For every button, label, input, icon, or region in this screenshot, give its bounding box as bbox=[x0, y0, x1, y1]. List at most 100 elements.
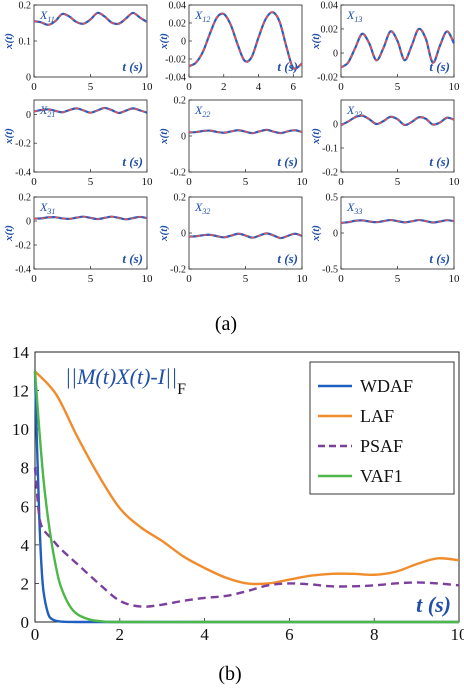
x-tick-label: 0 bbox=[31, 81, 37, 93]
x-tick-label: 5 bbox=[88, 176, 94, 188]
x-tick-label: 5 bbox=[243, 273, 249, 285]
x-tick-label: 2 bbox=[116, 625, 125, 644]
x-tick-label: 5 bbox=[243, 176, 249, 188]
x-tick-label: 0 bbox=[338, 273, 344, 285]
y-tick-label: 4 bbox=[21, 536, 30, 555]
y-tick-label: 0 bbox=[333, 49, 338, 60]
y-axis-label: x(t) bbox=[310, 128, 322, 145]
x-tick-label: 4 bbox=[200, 625, 209, 644]
y-tick-label: 0 bbox=[181, 132, 186, 143]
x-axis-label: t (s) bbox=[277, 59, 298, 74]
x-tick-label: 0 bbox=[31, 625, 40, 644]
y-axis-label: x(t) bbox=[158, 128, 170, 145]
x-tick-label: 5 bbox=[88, 81, 94, 93]
y-tick-label: 0.2 bbox=[174, 193, 187, 204]
x-tick-label: 10 bbox=[449, 176, 461, 188]
x-tick-label: 10 bbox=[142, 273, 154, 285]
x-tick-label: 0 bbox=[338, 176, 344, 188]
x-tick-label: 0 bbox=[31, 176, 37, 188]
x-axis-label: t (s) bbox=[122, 59, 143, 74]
x-tick-label: 8 bbox=[370, 625, 379, 644]
x-tick-label: 10 bbox=[449, 273, 461, 285]
y-axis-label: x(t) bbox=[158, 225, 170, 242]
y-tick-label: -0.2 bbox=[170, 168, 186, 179]
y-tick-label: 8 bbox=[21, 459, 30, 478]
x-tick-label: 10 bbox=[297, 176, 309, 188]
y-tick-label: 0 bbox=[333, 229, 338, 240]
legend-label-laf: LAF bbox=[360, 406, 394, 426]
x-axis-label: t (s) bbox=[277, 251, 298, 266]
x-axis-label: t (s) bbox=[429, 154, 450, 169]
x-tick-label: 4 bbox=[256, 81, 262, 93]
y-tick-label: 0 bbox=[21, 613, 30, 632]
legend-label-psaf: PSAF bbox=[360, 436, 403, 456]
x-tick-label: 0 bbox=[31, 273, 37, 285]
y-tick-label: -0.4 bbox=[15, 168, 31, 179]
figure-label-b: (b) bbox=[218, 663, 241, 685]
x-tick-label: 10 bbox=[142, 176, 154, 188]
y-tick-label: 0 bbox=[26, 73, 31, 84]
y-tick-label: -0.2 bbox=[170, 265, 186, 276]
y-tick-label: 6 bbox=[21, 497, 30, 516]
y-tick-label: -0.02 bbox=[165, 55, 186, 66]
legend-label-wdaf: WDAF bbox=[360, 376, 413, 396]
y-tick-label: -0.2 bbox=[322, 168, 338, 179]
x-tick-label: 10 bbox=[142, 81, 154, 93]
y-tick-label: 0.2 bbox=[174, 96, 187, 107]
y-tick-label: 12 bbox=[12, 382, 29, 401]
legend-label-vaf1: VAF1 bbox=[360, 466, 403, 486]
y-tick-label: -0.1 bbox=[322, 144, 338, 155]
x-tick-label: 10 bbox=[297, 273, 309, 285]
y-tick-label: 0.02 bbox=[321, 25, 339, 36]
x-tick-label: 5 bbox=[395, 81, 401, 93]
y-tick-label: 0 bbox=[26, 110, 31, 121]
y-tick-label: 0.02 bbox=[169, 19, 187, 30]
y-axis-label: x(t) bbox=[310, 33, 322, 50]
x-tick-label: 5 bbox=[395, 176, 401, 188]
x-tick-label: 10 bbox=[451, 625, 464, 644]
y-tick-label: 0.2 bbox=[19, 193, 32, 204]
x-tick-label: 0 bbox=[186, 176, 192, 188]
y-axis-label: x(t) bbox=[3, 128, 15, 145]
x-tick-label: 10 bbox=[449, 81, 461, 93]
x-tick-label: 5 bbox=[88, 273, 94, 285]
y-tick-label: -0.2 bbox=[15, 241, 31, 252]
y-axis-label: x(t) bbox=[158, 33, 170, 50]
y-tick-label: 0 bbox=[26, 217, 31, 228]
y-tick-label: 0.2 bbox=[19, 1, 32, 12]
x-tick-label: 0 bbox=[186, 273, 192, 285]
y-tick-label: 10 bbox=[12, 420, 29, 439]
y-tick-label: 0.04 bbox=[321, 1, 339, 12]
x-tick-label: 2 bbox=[221, 81, 227, 93]
x-axis-label: t (s) bbox=[277, 154, 298, 169]
x-tick-label: 0 bbox=[186, 81, 192, 93]
x-axis-label: t (s) bbox=[122, 154, 143, 169]
y-axis-label: x(t) bbox=[3, 33, 15, 50]
x-axis-label: t (s) bbox=[429, 251, 450, 266]
y-axis-label: x(t) bbox=[310, 225, 322, 242]
legend: WDAF LAF PSAF VAF1 bbox=[310, 362, 454, 494]
y-tick-label: 0 bbox=[181, 229, 186, 240]
y-tick-label: -0.4 bbox=[15, 265, 31, 276]
x-tick-label: 6 bbox=[285, 625, 294, 644]
y-tick-label: -0.02 bbox=[317, 73, 338, 84]
x-axis-label: t (s) bbox=[122, 251, 143, 266]
y-tick-label: -0.04 bbox=[165, 73, 186, 84]
y-tick-label: 2 bbox=[21, 574, 30, 593]
y-tick-label: 14 bbox=[12, 343, 30, 362]
y-tick-label: 0 bbox=[333, 120, 338, 131]
x-axis-label: t (s) bbox=[416, 592, 451, 617]
y-tick-label: -0.5 bbox=[322, 265, 338, 276]
